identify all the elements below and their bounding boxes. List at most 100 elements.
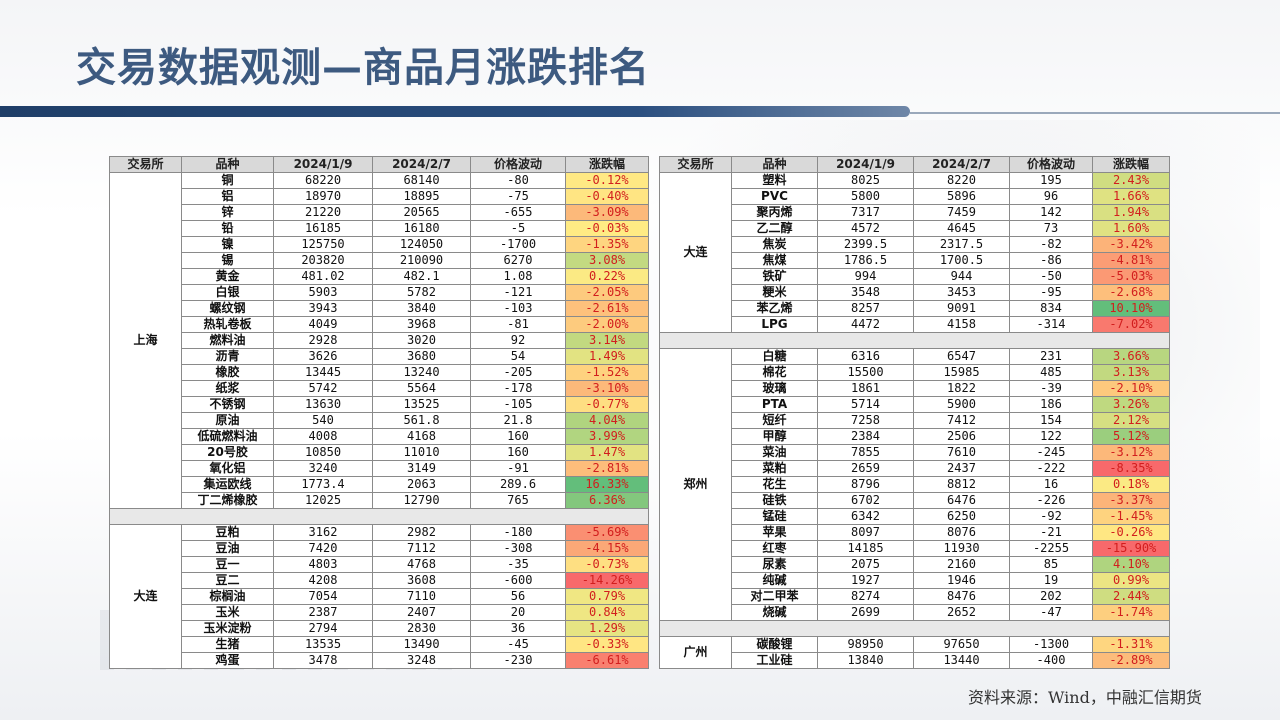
separator-cell: [659, 620, 1170, 637]
pct-change-cell: -14.26%: [565, 572, 649, 589]
variety-cell: 螺纹钢: [181, 300, 274, 317]
variety-cell: 热轧卷板: [181, 316, 274, 333]
price-change-cell: -47: [1009, 604, 1093, 621]
price-change-cell: 85: [1009, 556, 1093, 573]
table-row: PTA 5714 5900 186 3.26%: [660, 396, 1170, 413]
price-start-cell: 2387: [273, 604, 373, 621]
table-header-row: 交易所 品种 2024/1/9 2024/2/7 价格波动 涨跌幅: [109, 156, 649, 173]
pct-change-cell: -1.52%: [565, 364, 649, 381]
table-row: 烧碱 2699 2652 -47 -1.74%: [660, 604, 1170, 621]
price-end-cell: 13440: [913, 652, 1010, 669]
variety-cell: 锰硅: [731, 508, 818, 525]
variety-cell: 集运欧线: [181, 476, 274, 493]
table-row: 镍 125750 124050 -1700 -1.35%: [110, 236, 649, 253]
table-row: 沥青 3626 3680 54 1.49%: [110, 348, 649, 365]
table-row: 焦炭 2399.5 2317.5 -82 -3.42%: [660, 236, 1170, 253]
table-row: 原油 540 561.8 21.8 4.04%: [110, 412, 649, 429]
price-change-cell: 21.8: [470, 412, 566, 429]
price-change-cell: -86: [1009, 252, 1093, 269]
price-start-cell: 13630: [273, 396, 373, 413]
pct-change-cell: -3.12%: [1092, 444, 1170, 461]
pct-change-cell: -4.81%: [1092, 252, 1170, 269]
variety-cell: 苯乙烯: [731, 300, 818, 317]
pct-change-cell: 1.66%: [1092, 188, 1170, 205]
variety-cell: 尿素: [731, 556, 818, 573]
price-start-cell: 3478: [273, 652, 373, 669]
price-start-cell: 3548: [817, 284, 914, 301]
price-start-cell: 4208: [273, 572, 373, 589]
price-change-cell: 16: [1009, 476, 1093, 493]
pct-change-cell: -3.37%: [1092, 492, 1170, 509]
price-start-cell: 98950: [817, 636, 914, 653]
price-change-cell: -180: [470, 524, 566, 541]
variety-cell: 铝: [181, 188, 274, 205]
variety-cell: 丁二烯橡胶: [181, 492, 274, 509]
price-end-cell: 13490: [372, 636, 471, 653]
table-row: 工业硅 13840 13440 -400 -2.89%: [660, 652, 1170, 669]
price-end-cell: 20565: [372, 204, 471, 221]
pct-change-cell: 1.29%: [565, 620, 649, 637]
header-date-start: 2024/1/9: [817, 156, 914, 173]
pct-change-cell: 6.36%: [565, 492, 649, 509]
price-end-cell: 2160: [913, 556, 1010, 573]
price-end-cell: 2652: [913, 604, 1010, 621]
pct-change-cell: 3.13%: [1092, 364, 1170, 381]
price-start-cell: 6316: [817, 348, 914, 365]
table-row: PVC 5800 5896 96 1.66%: [660, 188, 1170, 205]
pct-change-cell: -3.09%: [565, 204, 649, 221]
header-date-end: 2024/2/7: [372, 156, 471, 173]
variety-cell: 低硫燃料油: [181, 428, 274, 445]
table-row: 白银 5903 5782 -121 -2.05%: [110, 284, 649, 301]
table-row: 粳米 3548 3453 -95 -2.68%: [660, 284, 1170, 301]
variety-cell: 鸡蛋: [181, 652, 274, 669]
right-ranking-table: 交易所 品种 2024/1/9 2024/2/7 价格波动 涨跌幅 大连 塑料 80…: [659, 156, 1170, 669]
price-start-cell: 5903: [273, 284, 373, 301]
variety-cell: 焦煤: [731, 252, 818, 269]
pct-change-cell: 5.12%: [1092, 428, 1170, 445]
price-end-cell: 6476: [913, 492, 1010, 509]
header-date-end: 2024/2/7: [913, 156, 1010, 173]
table-row: 苯乙烯 8257 9091 834 10.10%: [660, 300, 1170, 317]
table-row: 豆油 7420 7112 -308 -4.15%: [110, 540, 649, 557]
price-change-cell: 160: [470, 444, 566, 461]
variety-cell: 短纤: [731, 412, 818, 429]
price-start-cell: 8796: [817, 476, 914, 493]
header-exchange: 交易所: [109, 156, 182, 173]
price-change-cell: 96: [1009, 188, 1093, 205]
pct-change-cell: 1.47%: [565, 444, 649, 461]
price-start-cell: 68220: [273, 172, 373, 189]
table-row: 广州 碳酸锂 98950 97650 -1300 -1.31%: [659, 636, 1170, 669]
price-end-cell: 2407: [372, 604, 471, 621]
table-row: 玉米淀粉 2794 2830 36 1.29%: [110, 620, 649, 637]
table-row: 菜油 7855 7610 -245 -3.12%: [660, 444, 1170, 461]
variety-cell: 原油: [181, 412, 274, 429]
price-end-cell: 6250: [913, 508, 1010, 525]
price-change-cell: 485: [1009, 364, 1093, 381]
price-start-cell: 2659: [817, 460, 914, 477]
table-row: 鸡蛋 3478 3248 -230 -6.61%: [110, 652, 649, 669]
pct-change-cell: -8.35%: [1092, 460, 1170, 477]
variety-cell: 燃料油: [181, 332, 274, 349]
price-end-cell: 8076: [913, 524, 1010, 541]
price-change-cell: -226: [1009, 492, 1093, 509]
table-row: 大连 塑料 8025 8220 195 2.43%: [659, 172, 1170, 333]
price-end-cell: 3248: [372, 652, 471, 669]
price-start-cell: 5742: [273, 380, 373, 397]
variety-cell: 纸浆: [181, 380, 274, 397]
price-change-cell: 160: [470, 428, 566, 445]
price-change-cell: -39: [1009, 380, 1093, 397]
price-change-cell: -205: [470, 364, 566, 381]
variety-cell: 白银: [181, 284, 274, 301]
table-row: 豆一 4803 4768 -35 -0.73%: [110, 556, 649, 573]
price-start-cell: 203820: [273, 252, 373, 269]
price-change-cell: 6270: [470, 252, 566, 269]
price-start-cell: 5800: [817, 188, 914, 205]
header-pct-change: 涨跌幅: [1092, 156, 1170, 173]
price-start-cell: 481.02: [273, 268, 373, 285]
price-end-cell: 2317.5: [913, 236, 1010, 253]
table-row: 锌 21220 20565 -655 -3.09%: [110, 204, 649, 221]
variety-cell: 硅铁: [731, 492, 818, 509]
price-start-cell: 8274: [817, 588, 914, 605]
variety-cell: 工业硅: [731, 652, 818, 669]
pct-change-cell: -2.61%: [565, 300, 649, 317]
